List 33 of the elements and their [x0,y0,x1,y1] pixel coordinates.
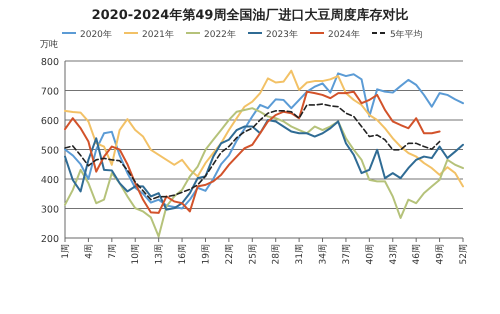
x-tick-label: 7周 [106,244,118,259]
x-tick-label: 1周 [60,244,71,259]
x-tick-label: 13周 [154,244,165,264]
y-tick-label: 400 [40,175,59,186]
legend-label: 2020年 [80,29,112,40]
legend-label: 5年平均 [390,29,423,40]
chart-title: 2020-2024年第49周全国油厂进口大豆周度库存对比 [92,7,408,23]
x-tick-label: 49周 [434,244,446,264]
y-tick-label: 800 [40,57,59,68]
x-tick-label: 34周 [318,244,329,264]
legend-label: 2021年 [142,29,174,40]
x-tick-label: 31周 [294,244,306,264]
y-axis-title: 万吨 [40,39,58,50]
y-tick-label: 500 [40,146,59,156]
x-tick-label: 22周 [224,244,235,264]
y-tick-label: 600 [40,116,59,127]
x-tick-label: 28周 [270,244,282,264]
y-tick-label: 300 [40,204,59,216]
x-tick-label: 43周 [388,244,399,264]
x-tick-label: 40周 [364,244,376,264]
x-tick-label: 37周 [340,244,352,264]
y-tick-label: 700 [40,86,59,98]
x-tick-label: 4周 [83,244,94,259]
x-tick-label: 52周 [458,244,469,264]
legend-label: 2023年 [266,29,298,40]
x-tick-label: 19周 [200,244,212,264]
x-tick-label: 10周 [130,244,142,264]
x-tick-label: 25周 [247,244,258,264]
y-tick-label: 200 [40,234,59,245]
legend-label: 2024年 [328,29,360,40]
x-tick-label: 16周 [177,244,188,264]
x-tick-label: 46周 [411,244,422,264]
legend-label: 2022年 [204,29,236,40]
